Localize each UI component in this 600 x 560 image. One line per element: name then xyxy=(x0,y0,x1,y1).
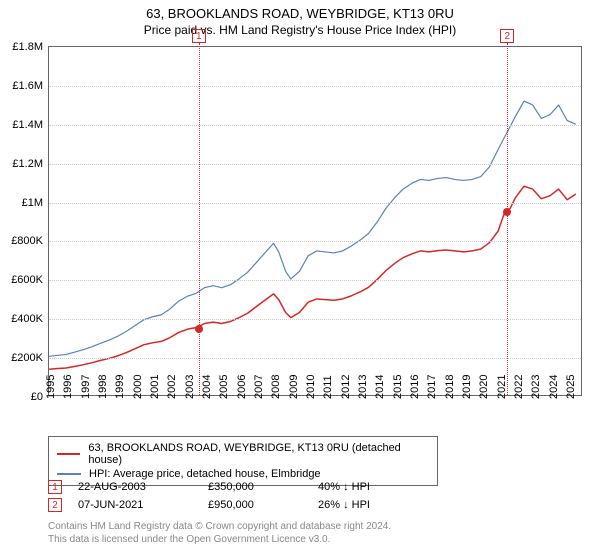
x-tick-label: 2020 xyxy=(478,375,490,399)
footer-line-1: Contains HM Land Registry data © Crown c… xyxy=(48,520,391,533)
x-tick-label: 2000 xyxy=(132,375,144,399)
x-tick-label: 2009 xyxy=(288,375,300,399)
sales-price: £950,000 xyxy=(208,499,318,511)
x-tick-label: 2016 xyxy=(409,375,421,399)
y-tick-label: £400K xyxy=(11,313,43,325)
y-tick-label: £800K xyxy=(11,235,43,247)
legend-label: 63, BROOKLANDS ROAD, WEYBRIDGE, KT13 0RU… xyxy=(88,442,429,466)
x-tick-label: 2018 xyxy=(444,375,456,399)
legend-swatch xyxy=(57,453,80,455)
sale-dot xyxy=(195,325,203,333)
sales-date: 07-JUN-2021 xyxy=(78,499,208,511)
sale-vline xyxy=(199,43,200,395)
sales-table: 1 22-AUG-2003£350,00040% ↓ HPI 2 07-JUN-202… xyxy=(48,478,438,514)
x-tick-label: 2017 xyxy=(426,375,438,399)
y-tick-label: £0 xyxy=(31,391,43,403)
x-tick-label: 2011 xyxy=(322,375,334,399)
x-tick-label: 2004 xyxy=(201,375,213,399)
y-tick-label: £1.4M xyxy=(12,119,43,131)
gridline xyxy=(49,358,581,359)
legend-swatch xyxy=(57,473,81,475)
x-tick-label: 2005 xyxy=(218,375,230,399)
y-tick-label: £200K xyxy=(11,352,43,364)
x-tick-label: 2013 xyxy=(357,375,369,399)
y-tick-label: £1.2M xyxy=(12,158,43,170)
x-tick-label: 2025 xyxy=(565,375,577,399)
x-tick-label: 1999 xyxy=(114,375,126,399)
sales-row: 1 22-AUG-2003£350,00040% ↓ HPI xyxy=(48,478,438,496)
gridline xyxy=(49,125,581,126)
x-tick-label: 1997 xyxy=(80,375,92,399)
sales-pct: 26% ↓ HPI xyxy=(318,499,438,511)
gridline xyxy=(49,280,581,281)
gridline xyxy=(49,86,581,87)
x-tick-label: 2003 xyxy=(184,375,196,399)
gridline xyxy=(49,164,581,165)
x-tick-label: 2022 xyxy=(513,375,525,399)
y-tick-label: £1M xyxy=(22,197,43,209)
x-tick-label: 2024 xyxy=(548,375,560,399)
x-tick-label: 1995 xyxy=(45,375,57,399)
x-tick-label: 2019 xyxy=(461,375,473,399)
sales-pct: 40% ↓ HPI xyxy=(318,481,438,493)
sales-row: 2 07-JUN-2021£950,00026% ↓ HPI xyxy=(48,496,438,514)
footer-line-2: This data is licensed under the Open Gov… xyxy=(48,533,391,546)
price-chart: £0£200K£400K£600K£800K£1M£1.2M£1.4M£1.6M… xyxy=(48,46,582,396)
page-title: 63, BROOKLANDS ROAD, WEYBRIDGE, KT13 0RU xyxy=(0,0,600,21)
gridline xyxy=(49,319,581,320)
x-tick-label: 2015 xyxy=(392,375,404,399)
x-tick-label: 2012 xyxy=(340,375,352,399)
legend-item: 63, BROOKLANDS ROAD, WEYBRIDGE, KT13 0RU… xyxy=(57,441,429,467)
x-tick-label: 2007 xyxy=(253,375,265,399)
x-tick-label: 2010 xyxy=(305,375,317,399)
series-hpi xyxy=(49,101,576,356)
footer-attribution: Contains HM Land Registry data © Crown c… xyxy=(48,520,391,546)
x-tick-label: 2021 xyxy=(496,375,508,399)
x-tick-label: 2008 xyxy=(270,375,282,399)
x-tick-label: 1998 xyxy=(97,375,109,399)
x-tick-label: 2023 xyxy=(530,375,542,399)
y-tick-label: £1.8M xyxy=(12,41,43,53)
sale-vline xyxy=(507,43,508,395)
x-tick-label: 2014 xyxy=(374,375,386,399)
y-tick-label: £1.6M xyxy=(12,80,43,92)
sale-dot xyxy=(503,208,511,216)
gridline xyxy=(49,203,581,204)
chart-series-svg xyxy=(49,47,581,395)
x-tick-label: 1996 xyxy=(62,375,74,399)
sale-marker-box: 1 xyxy=(192,29,206,43)
x-tick-label: 2001 xyxy=(149,375,161,399)
y-tick-label: £600K xyxy=(11,274,43,286)
series-property xyxy=(49,186,576,369)
sales-marker: 1 xyxy=(48,480,62,494)
gridline xyxy=(49,241,581,242)
x-tick-label: 2002 xyxy=(166,375,178,399)
sales-price: £350,000 xyxy=(208,481,318,493)
sales-marker: 2 xyxy=(48,498,62,512)
sale-marker-box: 2 xyxy=(500,29,514,43)
x-tick-label: 2006 xyxy=(236,375,248,399)
sales-date: 22-AUG-2003 xyxy=(78,481,208,493)
